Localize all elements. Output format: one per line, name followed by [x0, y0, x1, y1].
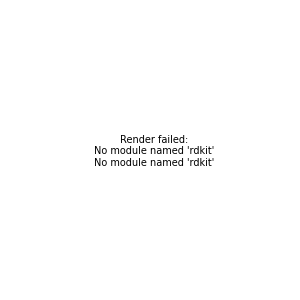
Text: Render failed:
No module named 'rdkit'
No module named 'rdkit': Render failed: No module named 'rdkit' N… — [94, 135, 214, 168]
